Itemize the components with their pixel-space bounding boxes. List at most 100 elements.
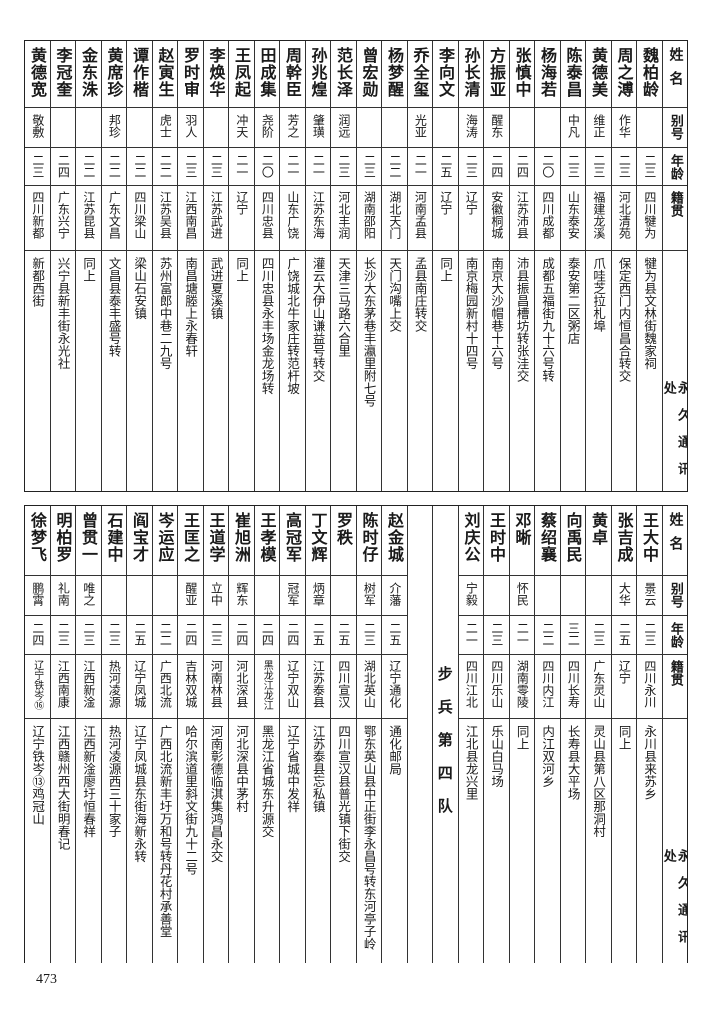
header-alias-text: 别号 [667,114,683,140]
person-column: 赵金城 介藩 二五 辽宁通化 通化邮局 [381,506,407,963]
name-cell: 罗秩 [331,506,356,576]
alias-text: 维正 [591,114,606,138]
origin-text: 江苏东海 [311,191,326,239]
name-text: 黄卓 [589,512,609,546]
age-cell: 二三 [50,616,75,655]
age-text: 二三 [464,154,479,178]
address-cell: 南京梅园新村十四号 [459,251,484,491]
name-cell: 邓晰 [509,506,534,576]
age-cell: 二三 [356,616,381,655]
header-name-cell: 姓名 [662,506,687,576]
origin-cell: 热河凌源 [101,655,126,719]
origin-text: 广东文昌 [107,191,122,239]
alias-cell: 作华 [611,108,636,148]
name-text: 田成集 [257,47,277,98]
header-address-text: 永久通讯处 [662,381,688,489]
age-cell: 二三 [178,148,203,186]
name-text: 陈时仔 [359,512,379,563]
name-text: 赵金城 [385,512,405,563]
address-cell: 梁山石安镇 [127,251,152,491]
name-text: 罗时审 [181,47,201,98]
address-text: 内江双河乡 [540,725,556,788]
origin-cell: 山东广饶 [280,186,305,251]
person-column: 范长泽 润远 二三 河北丰润 天津三马路六合里 [330,41,356,491]
alias-text: 尧阶 [260,114,275,138]
origin-text: 广东灵山 [591,660,606,708]
age-cell: 二三 [203,148,228,186]
alias-cell: 辉东 [229,576,254,616]
origin-text: 江苏吴县 [158,191,173,239]
address-cell: 灌云大伊山谦益号转交 [306,251,331,491]
alias-text: 宁毅 [464,582,479,606]
person-column: 杨梦醒 二二 湖北天门 天门沟嘴上交 [381,41,407,491]
origin-cell: 辽宁 [458,186,483,251]
person-column: 邓晰 怀民 二一 湖南零陵 同上 [508,506,534,963]
age-cell: 二三 [586,148,611,186]
name-text: 明柏罗 [53,512,73,563]
origin-cell: 四川梁山 [127,186,152,251]
alias-cell: 立中 [203,576,228,616]
origin-cell: 辽宁凤城 [127,655,152,719]
address-cell: 同上 [76,251,101,491]
origin-text: 辽宁 [617,660,632,684]
person-column: 石建中 二三 热河凌源 热河凌源西三十家子 [100,506,126,963]
person-column: 黄席珍 邦珍 二二 广东文昌 文昌县泰丰盛号转 [100,41,126,491]
person-column: 李焕华 二三 江苏武进 武进夏溪镇 [202,41,229,491]
age-cell: 二四 [254,616,279,655]
origin-text: 四川长寿 [566,660,581,708]
person-column: 阎宝才 二五 辽宁凤城 辽宁凤城县东街海新永转 [126,506,152,963]
address-cell: 南昌塘塍上永春轩 [178,251,203,491]
age-cell: 二二 [152,616,177,655]
person-column: 金东洙 二二 江苏昆县 同上 [75,41,101,491]
age-text: 二三 [362,154,377,178]
origin-text: 江苏沛县 [515,191,530,239]
name-text: 孙兆煌 [308,47,328,98]
header-alias-cell: 别号 [662,108,687,148]
alias-cell [127,108,152,148]
alias-cell [560,576,585,616]
person-column: 李向文 二五 辽宁 同上 [432,41,458,491]
name-text: 黄德美 [589,47,609,98]
address-cell: 四川忠县永丰场金龙场转 [255,251,280,491]
address-cell: 天门沟嘴上交 [382,251,407,491]
name-cell: 阎宝才 [127,506,152,576]
address-cell: 通化邮局 [382,719,407,963]
address-text: 鄂东英山县中正街李永昌号转东河亭子岭 [361,725,377,950]
address-cell: 武进夏溪镇 [204,251,229,491]
name-text: 蔡绍襄 [538,512,558,563]
address-text: 四川忠县永丰场金龙场转 [259,257,275,395]
name-text: 王道学 [206,512,226,563]
person-column: 乔全玺 光亚 二一 河南孟县 孟县南庄转交 [406,41,432,491]
header-origin-cell: 籍贯 [662,655,687,719]
origin-cell: 安徽桐城 [484,186,509,251]
name-cell: 黄德宽 [25,41,50,108]
person-column: 谭作楷 二二 四川梁山 梁山石安镇 [126,41,152,491]
alias-cell: 礼南 [50,576,75,616]
address-text: 热河凌源西三十家子 [106,725,122,838]
address-text: 黑龙江省城东升源交 [259,725,275,838]
person-column: 王大中 景云 二三 四川永川 永川县来苏乡 [636,506,662,963]
origin-text: 安徽桐城 [489,191,504,239]
origin-text: 山东泰安 [566,191,581,239]
age-text: 二〇 [260,154,275,178]
person-column: 高冠军 冠军 二四 辽宁双山 辽宁省城中发祥 [279,506,305,963]
address-cell: 南京大沙帽巷十六号 [484,251,509,491]
alias-text: 立中 [209,582,224,606]
address-text: 新都西街 [30,257,46,307]
origin-cell: 河南林县 [203,655,228,719]
address-cell: 河北深县中茅村 [229,719,254,963]
origin-cell: 山东泰安 [560,186,585,251]
header-origin-text: 籍贯 [667,191,683,217]
alias-text: 光亚 [413,114,428,138]
origin-cell: 江西南昌 [178,186,203,251]
header-age-cell: 年龄 [662,616,687,655]
address-cell: 辽宁铁岑⑬鸡冠山 [25,719,50,963]
alias-text: 冠军 [285,582,300,606]
alias-cell [203,108,228,148]
origin-text: 广东兴宁 [56,191,71,239]
origin-cell: 江苏东海 [305,186,330,251]
name-cell: 高冠军 [280,506,305,576]
origin-text: 辽宁 [464,191,479,215]
name-text: 邓晰 [512,512,532,546]
name-text: 王时中 [487,512,507,563]
